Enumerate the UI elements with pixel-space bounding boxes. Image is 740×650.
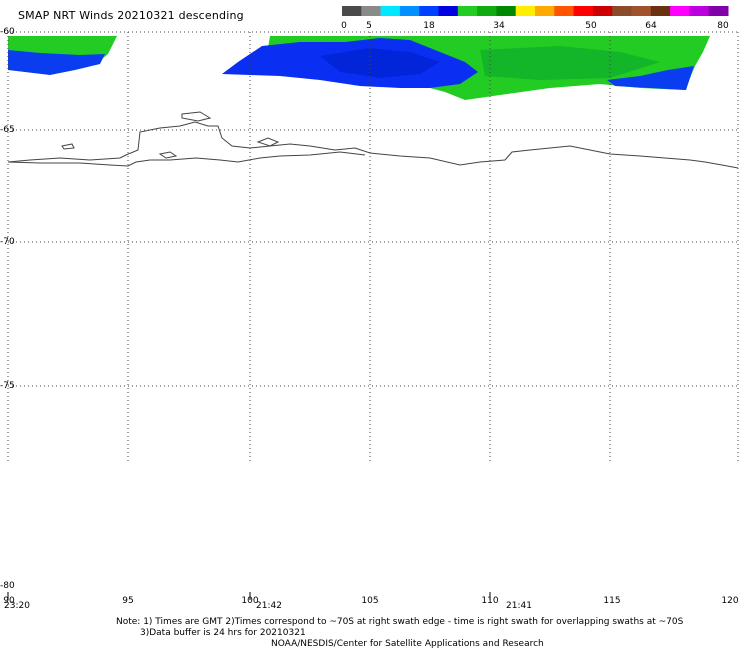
note-line-1: Note: 1) Times are GMT 2)Times correspon…	[116, 617, 684, 627]
colorbar-segment	[361, 6, 382, 16]
colorbar-label: 5	[366, 21, 372, 31]
colorbar-label: 34	[493, 21, 505, 31]
colorbar-segment	[477, 6, 497, 16]
colorbar-segment	[380, 6, 401, 16]
colorbar-segment	[457, 6, 478, 16]
lon-label-105: 105	[361, 596, 379, 606]
lat-label-75: -75	[0, 381, 15, 391]
plot-border	[7, 31, 740, 464]
lat-label-70: -70	[0, 237, 15, 247]
colorbar-label: 80	[717, 21, 729, 31]
wind-swath-center-darkgreen	[480, 46, 660, 80]
colorbar-segment	[535, 6, 555, 16]
colorbar-label: 50	[585, 21, 597, 31]
wind-swath-right-blue	[607, 66, 694, 90]
lon-label-115: 115	[603, 596, 621, 606]
swath-time-center: 21:42	[256, 601, 282, 611]
colorbar-segment	[399, 6, 420, 16]
colorbar-segment	[515, 6, 536, 16]
swath-time-right: 21:41	[506, 601, 532, 611]
lat-label-65: -65	[0, 125, 15, 135]
wind-swath-left-blue	[8, 50, 105, 75]
antarctic-coastline	[7, 111, 739, 169]
lon-label-100: 100	[241, 596, 259, 606]
graticule	[8, 32, 740, 464]
lon-label-110: 110	[481, 596, 499, 606]
colorbar-segment	[670, 6, 690, 16]
lat-label-60: -60	[0, 27, 15, 37]
colorbar-segment	[554, 6, 575, 16]
note-line-2: 3)Data buffer is 24 hrs for 20210321	[140, 628, 306, 638]
swath-time-left: 23:20	[4, 601, 30, 611]
colorbar-segment	[573, 6, 594, 16]
map-title: SMAP NRT Winds 20210321 descending	[18, 9, 244, 22]
colorbar-segment	[342, 6, 362, 16]
colorbar-segment	[612, 6, 632, 16]
credit-line: NOAA/NESDIS/Center for Satellite Applica…	[271, 639, 544, 649]
wind-speed-colorbar	[342, 6, 729, 16]
colorbar-segment	[708, 6, 729, 16]
colorbar-segment	[496, 6, 517, 16]
colorbar-segment	[438, 6, 459, 16]
lat-label-80: -80	[0, 581, 15, 591]
wind-swaths	[8, 36, 710, 100]
colorbar-label: 0	[341, 21, 347, 31]
colorbar-label: 18	[423, 21, 435, 31]
colorbar-segment	[592, 6, 613, 16]
wind-swath-center-blue-core	[320, 48, 440, 78]
lon-label-95: 95	[122, 596, 134, 606]
colorbar-segment	[689, 6, 710, 16]
lon-label-120: 120	[721, 596, 739, 606]
colorbar-label: 64	[645, 21, 657, 31]
time-ticks	[7, 592, 491, 600]
colorbar-segment	[419, 6, 439, 16]
colorbar-segment	[631, 6, 652, 16]
lon-label-90: 90	[3, 596, 15, 606]
colorbar-segment	[650, 6, 671, 16]
